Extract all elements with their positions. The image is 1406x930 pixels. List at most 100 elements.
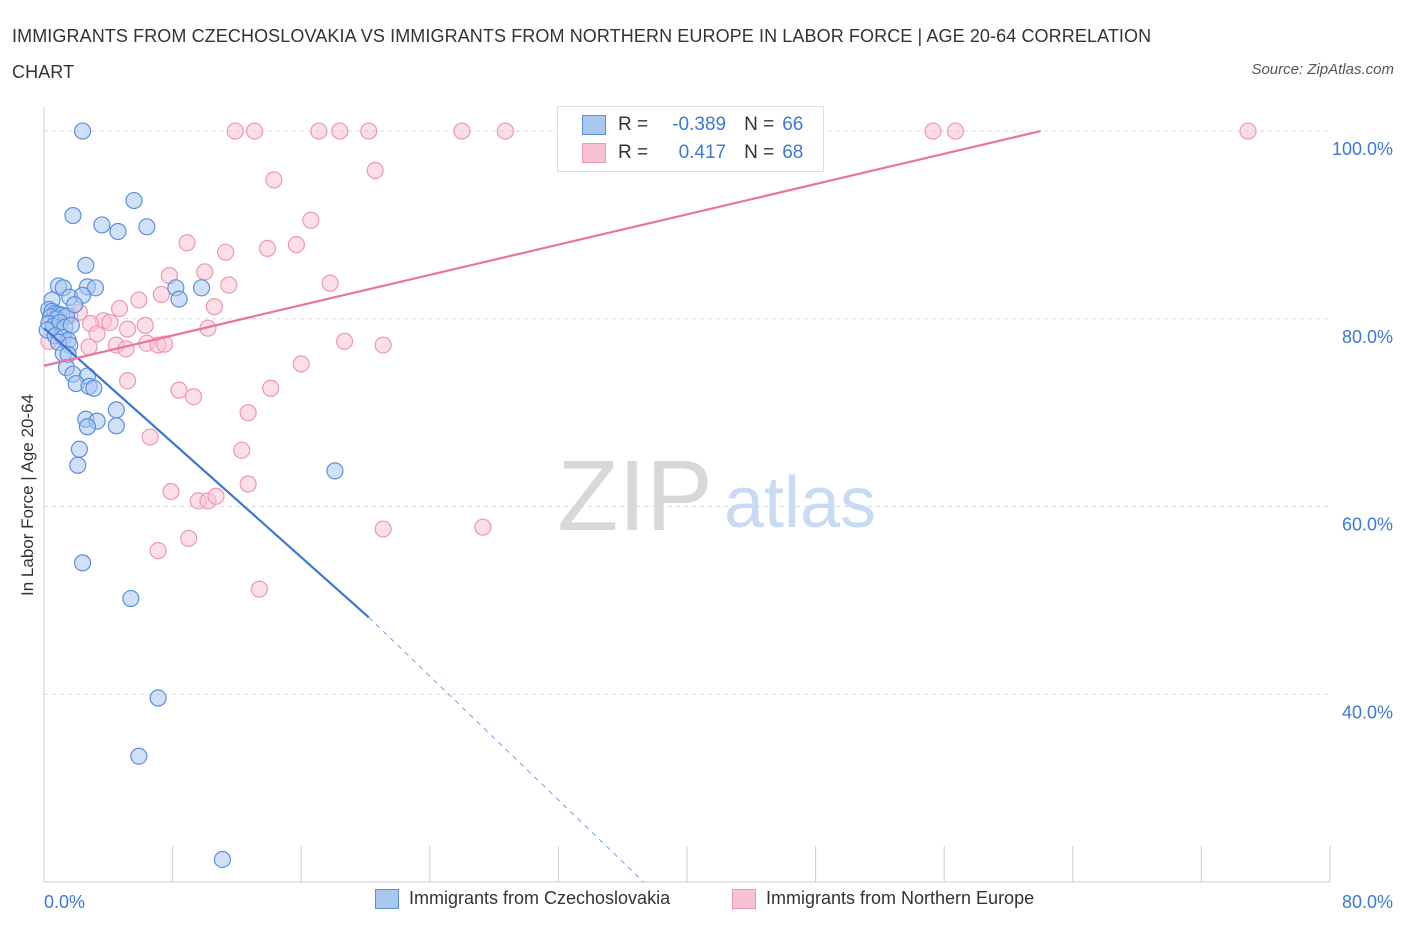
series-swatch-blue: [375, 888, 399, 909]
chart-title: IMMIGRANTS FROM CZECHOSLOVAKIA VS IMMIGR…: [12, 26, 1152, 82]
correlation-legend: R = -0.389 N = 66 R = 0.417 N = 68: [557, 106, 824, 172]
data-point: [496, 122, 514, 140]
y-tick-label: 80.0%: [1342, 327, 1393, 347]
x-tick-min: 0.0%: [44, 892, 85, 912]
y-tick-label: 100.0%: [1332, 139, 1393, 159]
trend-line-czechoslovakia-extension: [368, 616, 644, 883]
data-point: [207, 487, 225, 505]
data-point: [262, 379, 280, 397]
data-point: [217, 243, 235, 261]
data-point: [924, 122, 942, 140]
legend-swatch-blue: [582, 115, 606, 135]
data-point: [110, 299, 129, 318]
legend-n-label: N =: [744, 142, 775, 163]
data-point: [69, 456, 87, 474]
data-point: [360, 122, 378, 140]
series-label-czechoslovakia: Immigrants from Czechoslovakia: [409, 888, 671, 908]
data-point: [80, 338, 98, 356]
data-point: [88, 325, 106, 343]
data-point: [326, 462, 344, 480]
grid-layer: [44, 130, 1330, 695]
legend-n-value: 66: [782, 114, 804, 135]
series-label-northern-europe: Immigrants from Northern Europe: [766, 888, 1035, 908]
data-point: [336, 332, 354, 350]
data-point: [155, 335, 174, 353]
data-point: [321, 274, 339, 292]
trend-line-czechoslovakia: [43, 327, 370, 619]
legend-row-northern-europe: R = 0.417 N = 68: [582, 140, 803, 166]
series-legend-czechoslovakia[interactable]: Immigrants from Czechoslovakia: [375, 888, 670, 909]
data-point: [302, 211, 320, 229]
data-point: [122, 589, 140, 608]
data-point: [310, 122, 328, 140]
trend-line-northern-europe: [43, 130, 1041, 367]
legend-swatch-pink: [582, 143, 606, 163]
data-point: [86, 279, 105, 297]
legend-n-label: N =: [744, 114, 775, 135]
data-point: [287, 236, 305, 254]
data-point: [138, 218, 156, 236]
data-point: [374, 520, 392, 538]
data-point: [331, 122, 349, 140]
data-point: [125, 191, 143, 210]
watermark-atlas: atlas: [724, 463, 876, 543]
data-point: [453, 122, 471, 140]
watermark-zip: ZIP: [557, 440, 713, 552]
y-tick-labels: 40.0% 60.0% 80.0% 100.0%: [1332, 139, 1393, 722]
data-point: [78, 418, 97, 436]
data-point: [77, 256, 95, 274]
data-point: [205, 298, 223, 316]
data-point: [196, 263, 214, 281]
data-point: [73, 122, 92, 140]
legend-r-label: R =: [618, 114, 649, 135]
data-point: [101, 313, 119, 332]
data-point: [213, 850, 232, 869]
data-point: [192, 279, 211, 297]
data-point: [107, 417, 125, 435]
y-tick-label: 40.0%: [1342, 702, 1393, 722]
data-point: [162, 482, 180, 501]
data-point: [233, 441, 251, 459]
data-point: [265, 171, 283, 189]
series-swatch-pink: [732, 888, 756, 909]
data-point: [152, 285, 170, 304]
data-point: [136, 316, 154, 334]
data-point: [64, 206, 82, 225]
data-point: [250, 580, 269, 598]
source-label: Source: ZipAtlas.com: [1251, 61, 1394, 78]
legend-r-label: R =: [618, 142, 649, 163]
blue-series-points: [38, 122, 344, 869]
data-point: [239, 475, 257, 493]
data-point: [220, 276, 238, 294]
legend-row-czechoslovakia: R = -0.389 N = 66: [582, 112, 803, 138]
data-point: [118, 320, 137, 338]
x-tick-max: 80.0%: [1342, 892, 1393, 912]
series-legend-northern-europe[interactable]: Immigrants from Northern Europe: [732, 888, 1034, 909]
data-point: [118, 372, 137, 390]
data-point: [149, 542, 167, 560]
data-point: [109, 222, 127, 241]
legend-r-value: -0.389: [672, 114, 727, 135]
y-tick-label: 60.0%: [1342, 515, 1393, 535]
data-point: [226, 122, 244, 140]
data-point: [184, 388, 203, 406]
data-point: [366, 161, 384, 180]
data-point: [70, 440, 88, 458]
data-point: [130, 747, 148, 765]
data-point: [65, 296, 84, 314]
data-point: [474, 518, 492, 536]
data-point: [170, 290, 188, 308]
data-point: [258, 239, 277, 258]
data-point: [130, 291, 148, 309]
legend-n-value: 68: [782, 142, 804, 163]
data-point: [180, 529, 198, 548]
data-point: [239, 404, 257, 422]
data-point: [292, 355, 310, 373]
data-point: [374, 336, 392, 354]
axes-layer: [43, 107, 1331, 883]
data-point: [149, 689, 167, 707]
data-point: [178, 234, 196, 252]
data-point: [1239, 122, 1257, 140]
legend-r-value: 0.417: [678, 142, 727, 163]
